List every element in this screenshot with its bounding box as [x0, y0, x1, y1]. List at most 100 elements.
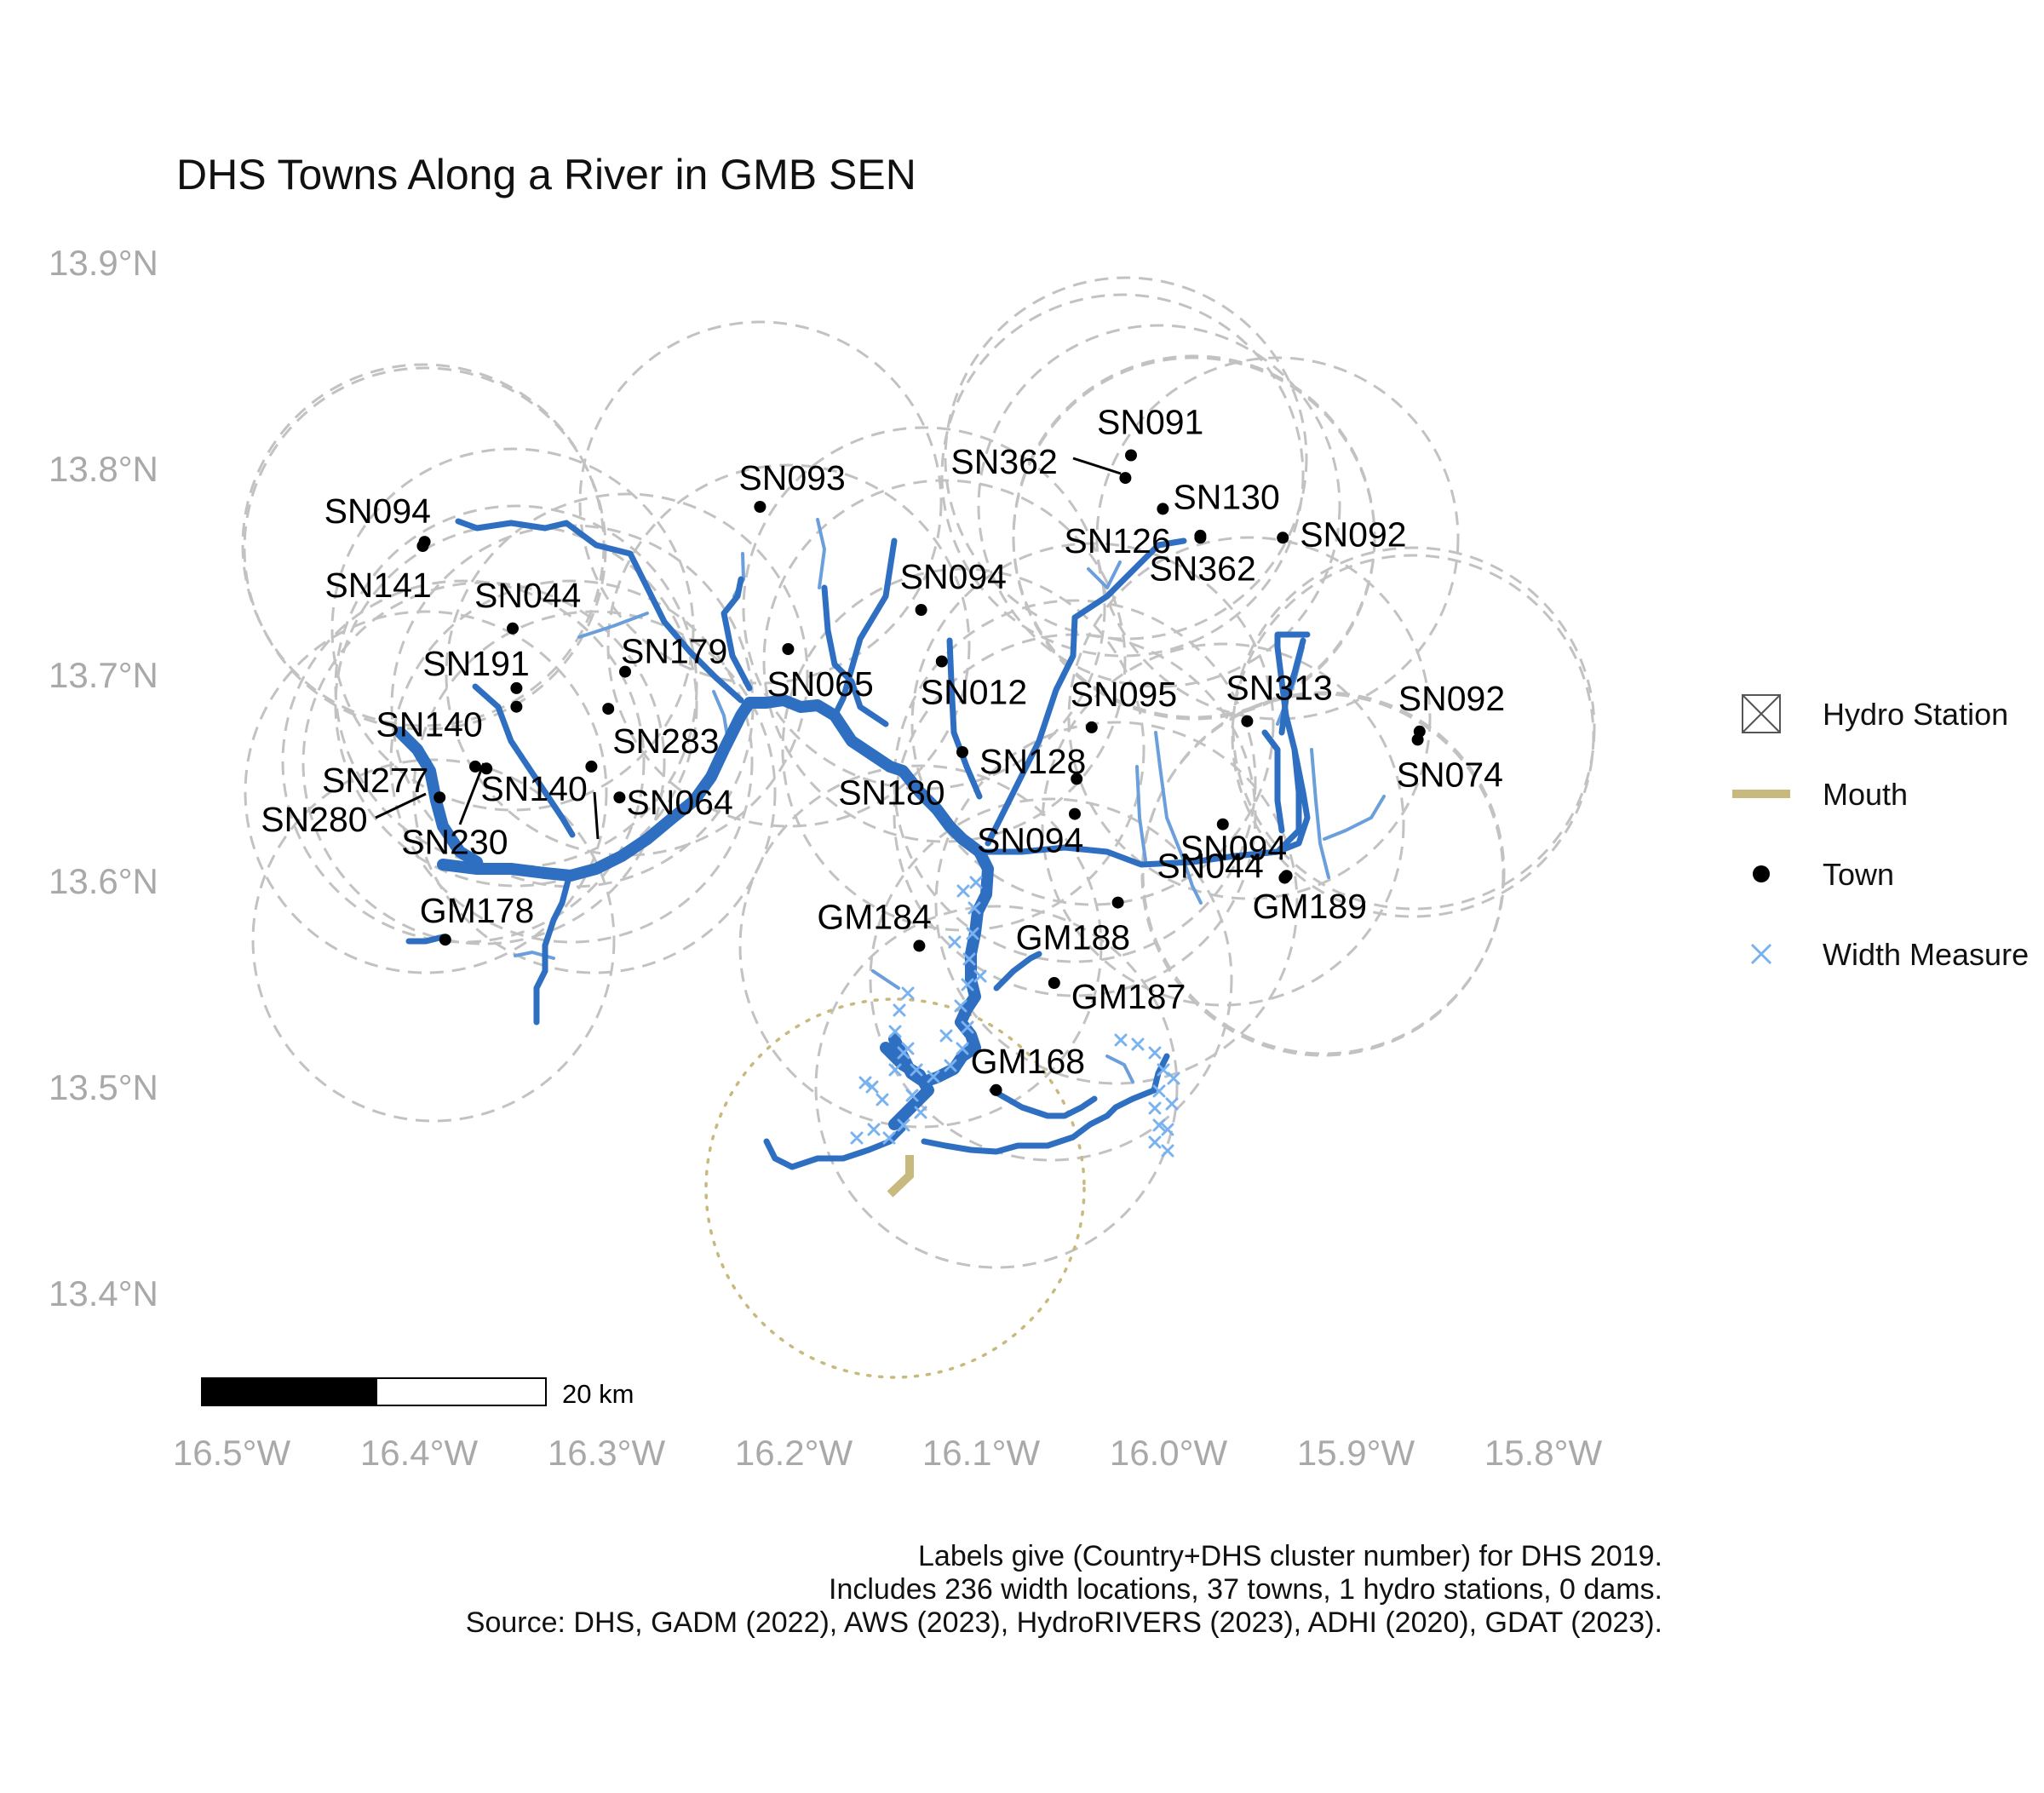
town-marker [507, 622, 519, 635]
boxed-x-icon [1742, 694, 1781, 733]
river [976, 844, 1238, 868]
mouth-buffer [704, 997, 1086, 1379]
town-marker [1194, 532, 1207, 544]
width-measures [850, 876, 1180, 1158]
town-marker [439, 934, 451, 946]
town-label: SN362 [1149, 549, 1255, 588]
buffer-circle [606, 463, 971, 828]
legend-item-town: Town [1753, 857, 1894, 892]
blue-x-icon [1750, 943, 1772, 965]
scale-bar: 20 km [201, 1377, 634, 1409]
town-label: SN064 [626, 783, 732, 822]
buffer-circle [814, 905, 1179, 1269]
buffer-circle [281, 579, 646, 944]
town-label: SN140 [376, 705, 482, 744]
tributary [1135, 765, 1147, 862]
buffer-circle [1095, 356, 1460, 721]
town-label: SN280 [261, 800, 367, 839]
town-label: GM187 [1071, 977, 1186, 1016]
lat-label: 13.6°N [49, 861, 158, 901]
town-label: SN092 [1300, 514, 1406, 554]
town-marker [585, 760, 598, 773]
town-label: GM168 [971, 1042, 1085, 1081]
buffer-circle [412, 610, 777, 974]
lon-label: 16.0°W [1110, 1433, 1228, 1473]
buffer-circle [762, 479, 1127, 843]
town-label: SN092 [1398, 679, 1505, 718]
town-marker [935, 655, 948, 668]
river [472, 683, 576, 838]
town-label: SN313 [1226, 669, 1332, 708]
river-trunk [437, 694, 985, 882]
town-label: SN094 [977, 821, 1083, 860]
buffer-circle [251, 758, 616, 1123]
town-marker [1125, 449, 1137, 462]
river-network [394, 518, 1386, 1170]
lat-label: 13.4°N [49, 1273, 158, 1313]
tributary [1310, 748, 1330, 879]
buffer-circle [934, 721, 1299, 1085]
town-label: SN277 [322, 761, 428, 800]
river [533, 874, 572, 1026]
lon-label: 16.3°W [548, 1433, 666, 1473]
river [1261, 729, 1285, 834]
tributary [1154, 731, 1186, 862]
leader-line [375, 792, 427, 819]
town-label: SN074 [1397, 755, 1503, 794]
buffer-circle [578, 320, 943, 685]
buffer-circle [1140, 692, 1505, 1057]
longitude-axis: 16.5°W 16.4°W 16.3°W 16.2°W 16.1°W 16.0°… [173, 1433, 1603, 1473]
town-label: SN094 [1180, 829, 1287, 868]
tributary [1323, 795, 1386, 841]
latitude-axis: 13.9°N 13.8°N 13.7°N 13.6°N 13.5°N 13.4°… [49, 243, 158, 1313]
town-marker [1069, 807, 1081, 820]
tributary [871, 969, 900, 990]
town-label: GM188 [1016, 918, 1130, 957]
tributary [577, 612, 649, 639]
town-marker [1241, 715, 1254, 727]
river-mouth [887, 1155, 914, 1198]
leader-line [458, 762, 485, 825]
river-trunk [880, 1042, 934, 1130]
town-marker [990, 1083, 1002, 1096]
buffer-circle [940, 293, 1305, 658]
town-label: GM178 [420, 891, 534, 930]
town-marker [1280, 870, 1293, 882]
town-label: SN141 [324, 566, 431, 605]
town-marker [782, 643, 795, 655]
town-marker [1411, 733, 1424, 746]
caption: Labels give (Country+DHS cluster number)… [466, 1540, 1662, 1639]
leader-line [593, 791, 600, 840]
buffer-circle [301, 581, 666, 945]
tributary [1105, 1055, 1134, 1083]
town-marker [913, 940, 926, 952]
caption-line: Source: DHS, GADM (2022), AWS (2023), Hy… [466, 1606, 1662, 1639]
town-marker [1119, 472, 1132, 485]
tributary [816, 518, 826, 589]
river [1232, 631, 1311, 859]
scale-bar-white [376, 1377, 547, 1406]
town-label: SN095 [1071, 675, 1177, 714]
town-marker [480, 762, 493, 775]
river [993, 951, 1042, 991]
town-label: SN044 [1157, 847, 1263, 886]
town-label: SN128 [979, 742, 1086, 781]
tributary [1182, 859, 1203, 905]
legend-label: Mouth [1823, 777, 1908, 812]
town-marker [469, 760, 481, 773]
town-label: SN093 [738, 458, 845, 497]
buffer-circle [389, 579, 754, 944]
label-leader-lines [375, 457, 1122, 840]
town-label: SN230 [401, 822, 508, 861]
leader-line [1072, 457, 1122, 475]
town-marker [956, 746, 968, 758]
town-label: SN044 [474, 576, 581, 615]
buffer-circle [781, 567, 1145, 932]
town-label: SN283 [612, 721, 719, 761]
river [831, 537, 898, 719]
town-marker [915, 604, 927, 616]
town-label: SN179 [621, 632, 727, 671]
town-marker [1216, 818, 1229, 830]
lat-label: 13.7°N [49, 655, 158, 695]
